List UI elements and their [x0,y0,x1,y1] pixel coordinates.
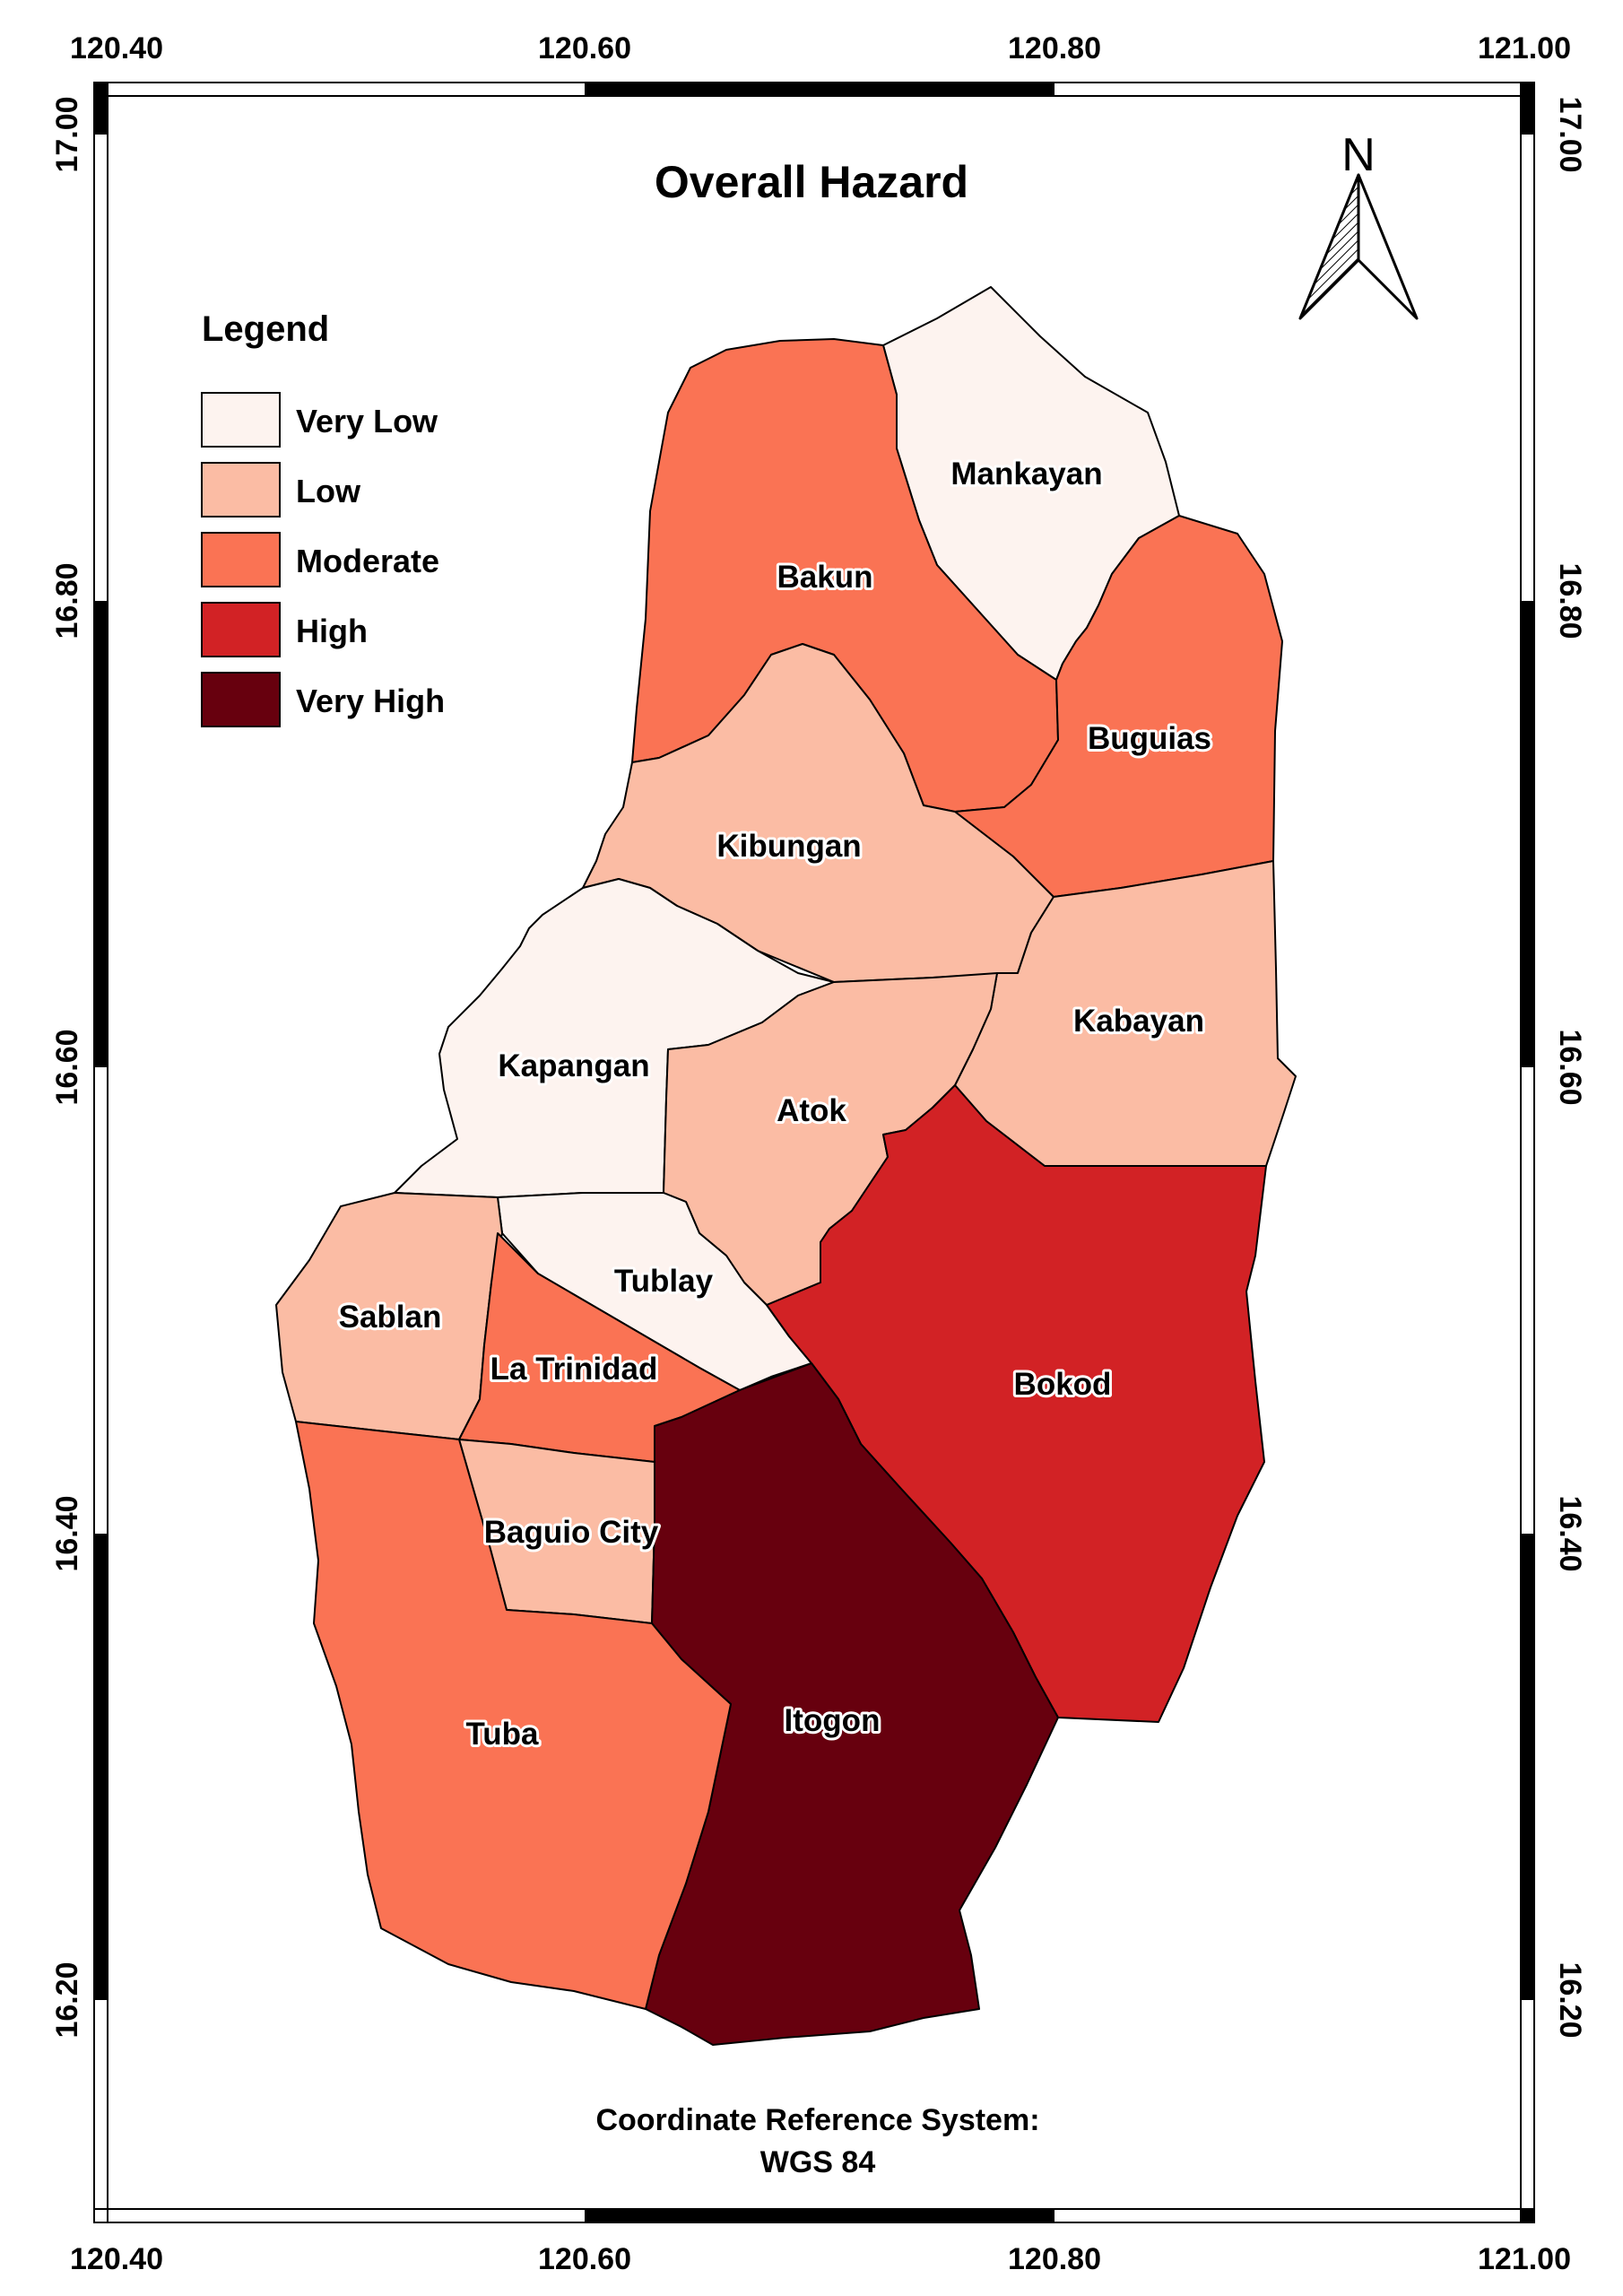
legend-label: Moderate [296,543,439,579]
lat-label: 16.40 [50,1495,84,1571]
municipality-labels: Mankayan Bakun Buguias Kibungan Kabayan … [336,454,1214,1754]
legend-title: Legend [202,309,329,349]
legend-label: Very High [296,683,445,719]
label-buguias: Buguias [1088,721,1211,756]
crs-label: Coordinate Reference System: [595,2103,1039,2137]
lat-label: 17.00 [50,96,84,172]
lon-label: 121.00 [1478,2242,1571,2276]
lat-label: 16.20 [1553,1961,1587,2038]
label-mankayan: Mankayan [950,457,1102,491]
map-frame [93,82,1535,2223]
region-buguias [954,515,1283,898]
region-tuba [295,1421,732,2010]
lat-label: 16.60 [1553,1029,1587,1105]
latitude-labels-right: 17.00 16.80 16.60 16.40 16.20 [1553,96,1587,2038]
label-tuba: Tuba [465,1717,539,1752]
lon-label: 120.60 [538,31,631,65]
label-itogon: Itogon [785,1703,881,1738]
longitude-labels-top: 120.40 120.60 120.80 121.00 [70,31,1571,65]
map-title: Overall Hazard [655,157,968,207]
label-tublay: Tublay [614,1264,714,1299]
label-kapangan: Kapangan [498,1048,649,1083]
north-arrow-icon: N [1298,129,1419,320]
lon-label: 120.80 [1008,2242,1101,2276]
longitude-labels-bottom: 120.40 120.60 120.80 121.00 [70,2242,1571,2276]
label-baguio-city: Baguio City [484,1515,659,1550]
lon-label: 120.40 [70,2242,163,2276]
label-sablan: Sablan [339,1300,442,1335]
label-atok: Atok [777,1093,846,1128]
legend-swatch-moderate [201,532,281,587]
lon-label: 121.00 [1478,31,1571,65]
legend-label: High [296,613,368,649]
latitude-labels-left: 17.00 16.80 16.60 16.40 16.20 [50,96,84,2038]
lat-label: 16.40 [1553,1495,1587,1571]
crs-value: WGS 84 [760,2145,876,2179]
label-bokod: Bokod [1014,1367,1112,1402]
lon-label: 120.80 [1008,31,1101,65]
north-label: N [1341,129,1376,181]
lat-label: 17.00 [1553,96,1587,172]
lat-label: 16.80 [50,562,84,639]
lat-label: 16.80 [1553,562,1587,639]
legend-swatch-high [201,602,281,657]
lon-label: 120.60 [538,2242,631,2276]
label-kibungan: Kibungan [716,829,861,864]
municipalities [275,286,1297,2046]
label-la-trinidad: La Trinidad [490,1352,658,1387]
legend: Legend Very Low Low Moderate High Very H… [201,309,445,727]
legend-label: Low [296,473,361,509]
lat-label: 16.60 [50,1029,84,1105]
legend-swatch-low [201,462,281,517]
lon-label: 120.40 [70,31,163,65]
label-bakun: Bakun [777,560,873,595]
label-kabayan: Kabayan [1073,1004,1204,1039]
legend-swatch-very-low [201,392,281,448]
lat-label: 16.20 [50,1961,84,2038]
legend-swatch-very-high [201,672,281,727]
legend-label: Very Low [296,403,438,439]
